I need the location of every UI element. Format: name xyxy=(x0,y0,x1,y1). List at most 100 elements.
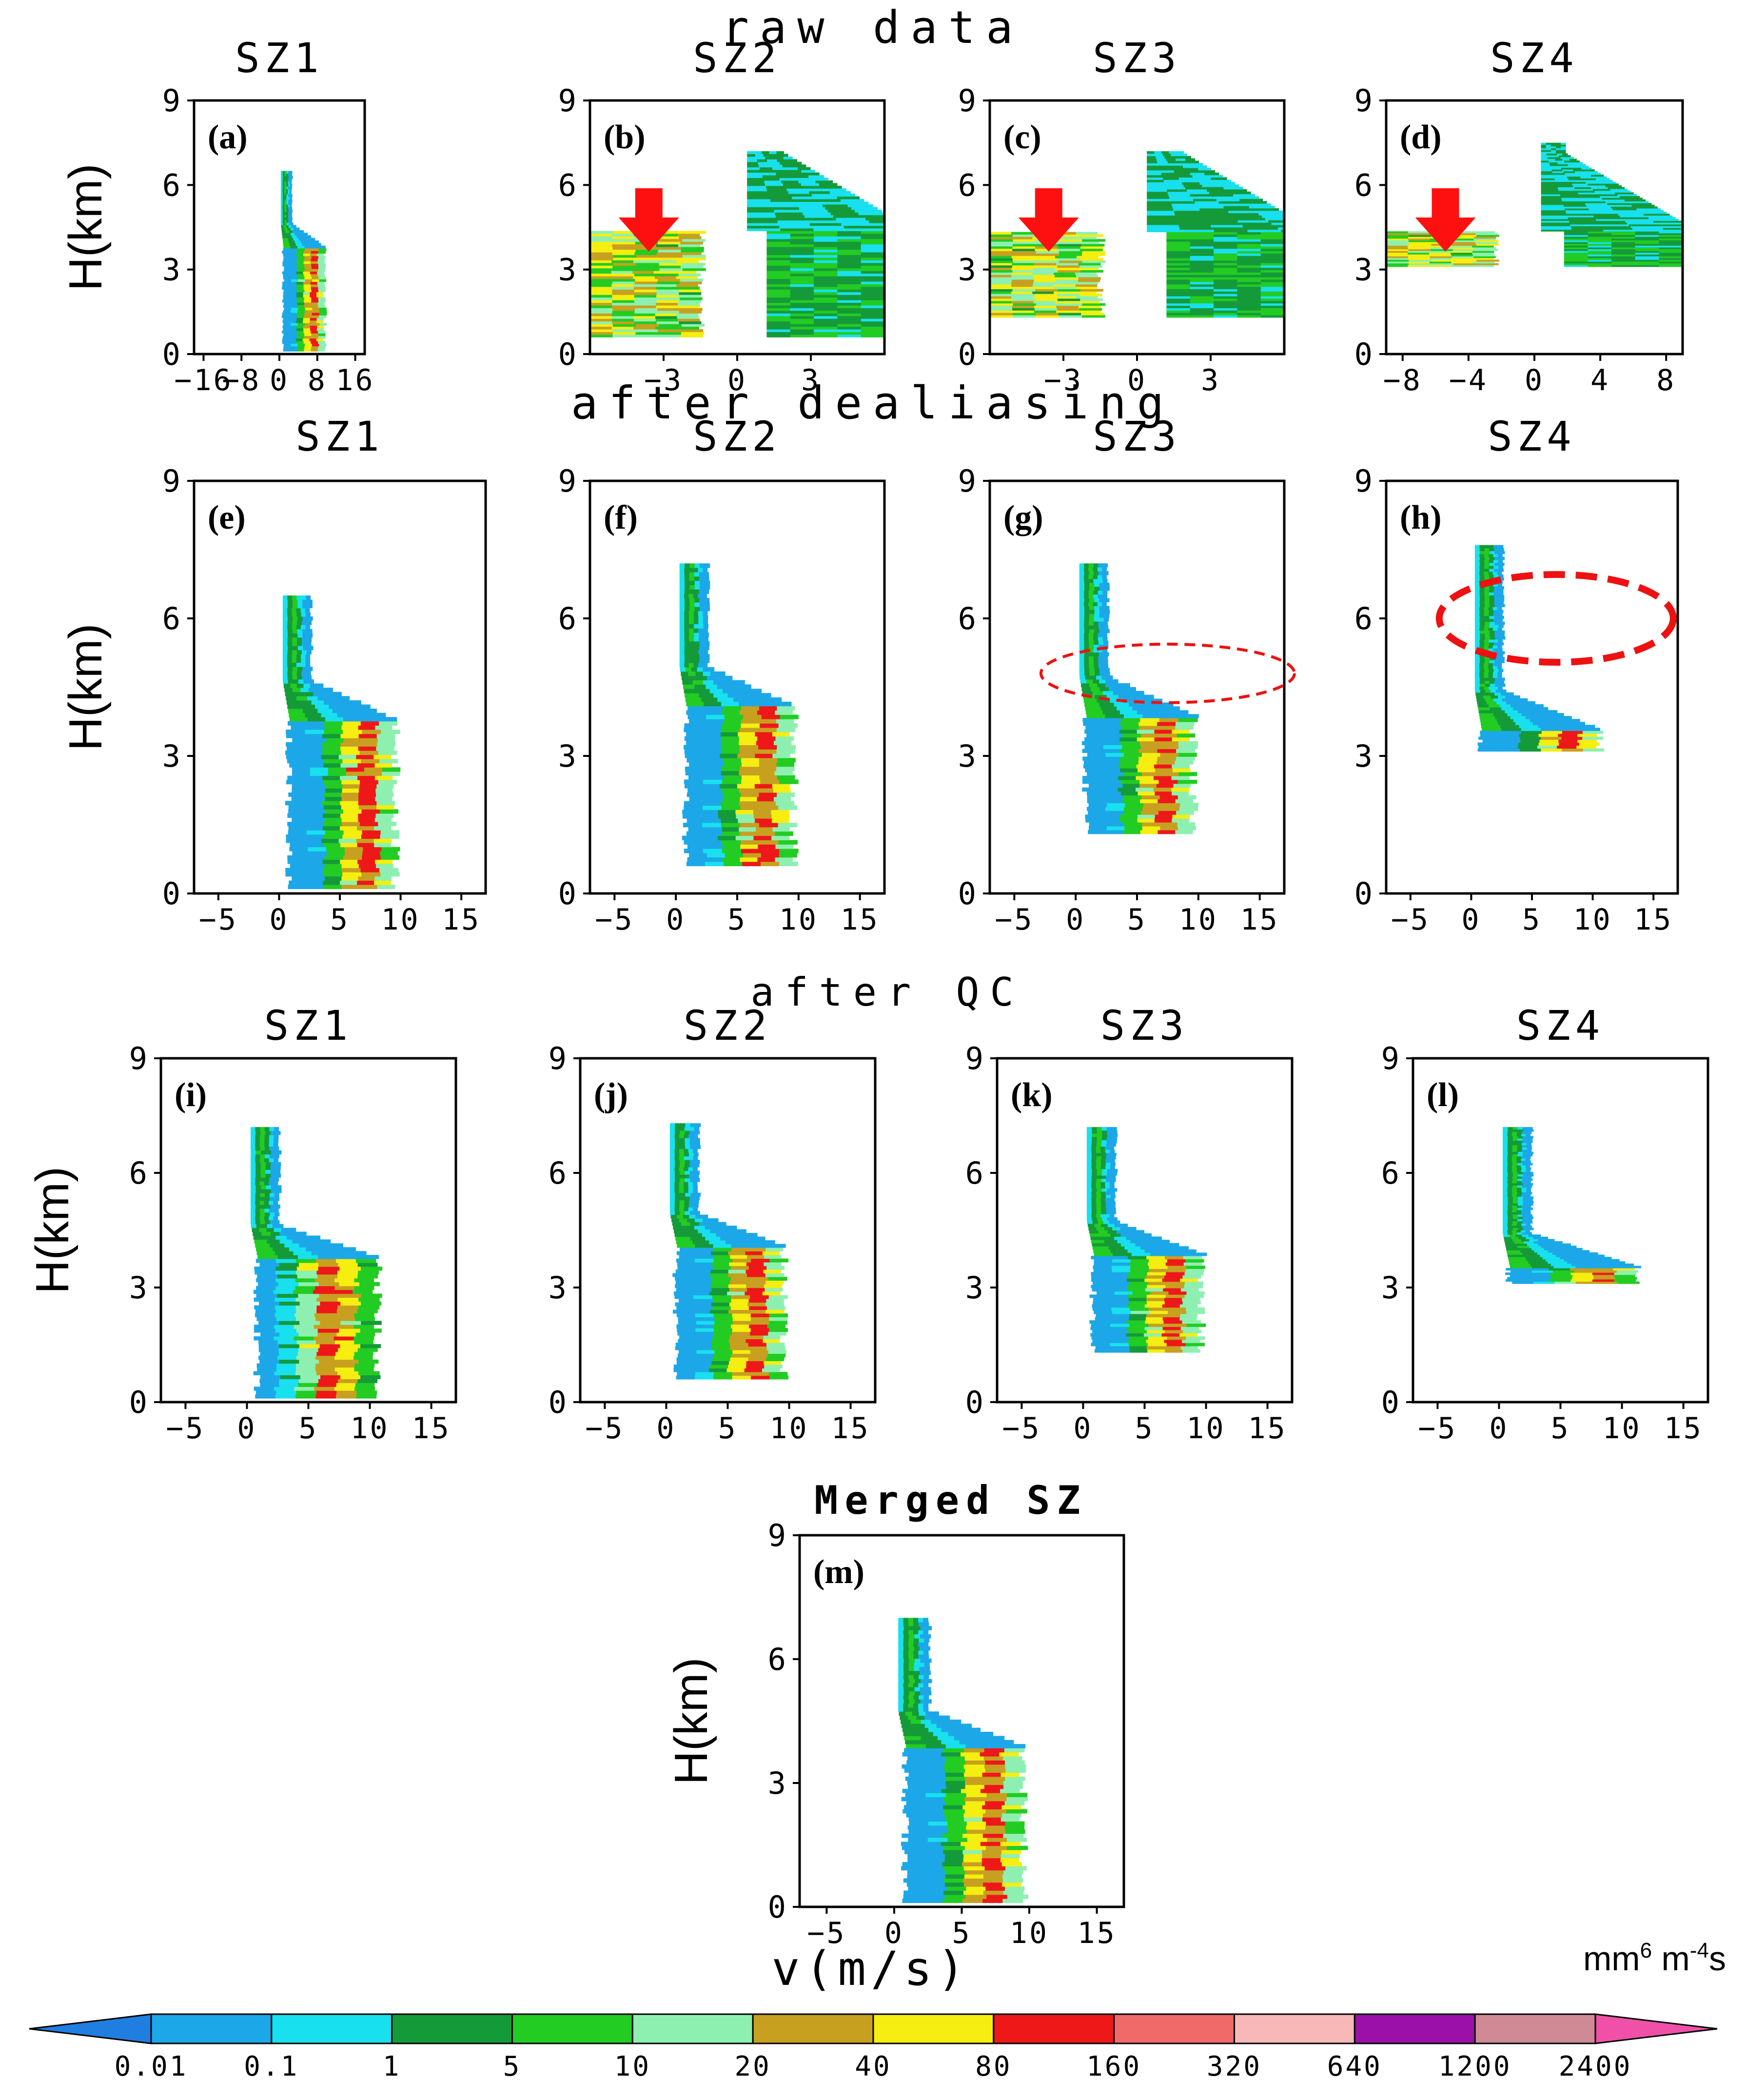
data-cell xyxy=(277,1224,284,1228)
data-cell xyxy=(1591,175,1604,177)
data-cell xyxy=(299,1301,320,1306)
data-cell xyxy=(287,671,293,675)
data-cell xyxy=(728,1273,747,1277)
data-cell xyxy=(1635,233,1659,236)
data-cell xyxy=(722,1229,735,1233)
data-cell xyxy=(1143,1333,1162,1337)
data-cell xyxy=(1110,1343,1129,1347)
data-cell xyxy=(1089,606,1095,610)
data-cell xyxy=(1237,253,1261,256)
data-cell xyxy=(764,1255,782,1259)
data-cell xyxy=(322,826,340,831)
data-cell xyxy=(670,1163,675,1168)
data-cell xyxy=(265,1193,270,1197)
data-cell xyxy=(297,302,305,305)
data-cell xyxy=(761,853,780,858)
data-cell xyxy=(289,763,307,768)
data-cell xyxy=(336,1309,358,1313)
data-cell xyxy=(317,1239,331,1244)
data-cell xyxy=(311,287,318,290)
data-cell xyxy=(297,620,302,625)
data-cell xyxy=(324,725,342,730)
data-cell xyxy=(1484,548,1490,552)
data-cell xyxy=(774,209,802,213)
data-cell xyxy=(1140,799,1158,803)
data-cell xyxy=(297,297,305,300)
data-cell xyxy=(634,321,657,324)
section-title-dealias: after dealiasing xyxy=(571,377,1175,429)
data-cell xyxy=(837,265,862,269)
data-cell xyxy=(1012,248,1035,252)
data-cell xyxy=(293,227,297,231)
data-cell xyxy=(296,595,302,600)
data-cell xyxy=(251,1142,255,1147)
data-cell xyxy=(1192,163,1203,166)
data-cell xyxy=(296,1270,317,1275)
data-cell xyxy=(1147,184,1166,187)
data-cell xyxy=(1497,674,1502,678)
data-cell xyxy=(376,792,394,797)
data-cell xyxy=(1190,248,1214,252)
data-cell xyxy=(1091,1272,1110,1276)
data-cell xyxy=(1167,1323,1187,1327)
data-cell xyxy=(1089,629,1095,634)
data-cell xyxy=(756,156,765,159)
data-cell xyxy=(689,1211,695,1215)
data-cell xyxy=(304,348,311,352)
data-cell xyxy=(1474,554,1480,557)
data-cell xyxy=(261,1224,268,1228)
data-cell xyxy=(1137,729,1155,734)
data-cell xyxy=(1157,760,1175,765)
data-cell xyxy=(657,308,680,311)
data-cell xyxy=(251,1204,256,1209)
data-cell xyxy=(705,563,710,568)
data-cell xyxy=(284,191,287,195)
data-cell xyxy=(297,629,303,634)
data-cell xyxy=(780,154,788,157)
data-cell xyxy=(694,576,700,581)
data-cell xyxy=(258,1321,279,1325)
red-arrow-annotation xyxy=(1415,188,1476,252)
data-cell xyxy=(705,580,710,586)
data-cell xyxy=(684,689,697,693)
data-cell xyxy=(1011,272,1033,275)
data-cell xyxy=(1172,768,1191,773)
data-cell xyxy=(328,767,347,772)
data-cell xyxy=(285,872,305,877)
data-cell xyxy=(297,646,303,651)
data-cell xyxy=(746,1361,764,1365)
data-cell xyxy=(681,671,688,676)
data-cell xyxy=(684,1163,690,1168)
data-cell xyxy=(275,1251,294,1255)
data-cell xyxy=(256,1317,277,1321)
data-cell xyxy=(1190,234,1214,237)
data-cell xyxy=(1166,308,1191,311)
data-cell xyxy=(297,348,304,352)
plot-area xyxy=(679,563,799,867)
data-cell xyxy=(282,181,285,184)
data-cell xyxy=(694,572,700,577)
data-cell xyxy=(297,245,305,249)
data-cell xyxy=(301,235,307,238)
data-cell xyxy=(1153,787,1172,792)
data-cell xyxy=(698,568,703,573)
data-cell xyxy=(380,851,398,856)
data-cell xyxy=(1479,575,1485,578)
data-cell xyxy=(612,292,635,295)
data-cell xyxy=(685,580,690,586)
data-cell xyxy=(1220,184,1239,187)
data-cell xyxy=(1110,1201,1116,1205)
data-cell xyxy=(325,717,344,722)
data-cell xyxy=(288,173,291,177)
data-cell xyxy=(1589,173,1601,175)
data-cell xyxy=(814,252,838,255)
data-cell xyxy=(290,292,297,295)
data-cell xyxy=(1087,1214,1092,1218)
data-cell xyxy=(1120,768,1138,773)
data-cell xyxy=(1177,733,1196,738)
data-cell xyxy=(1164,182,1182,185)
data-cell xyxy=(1562,199,1583,202)
data-cell xyxy=(274,1208,279,1213)
data-cell xyxy=(762,1368,780,1372)
data-cell xyxy=(1214,315,1237,318)
